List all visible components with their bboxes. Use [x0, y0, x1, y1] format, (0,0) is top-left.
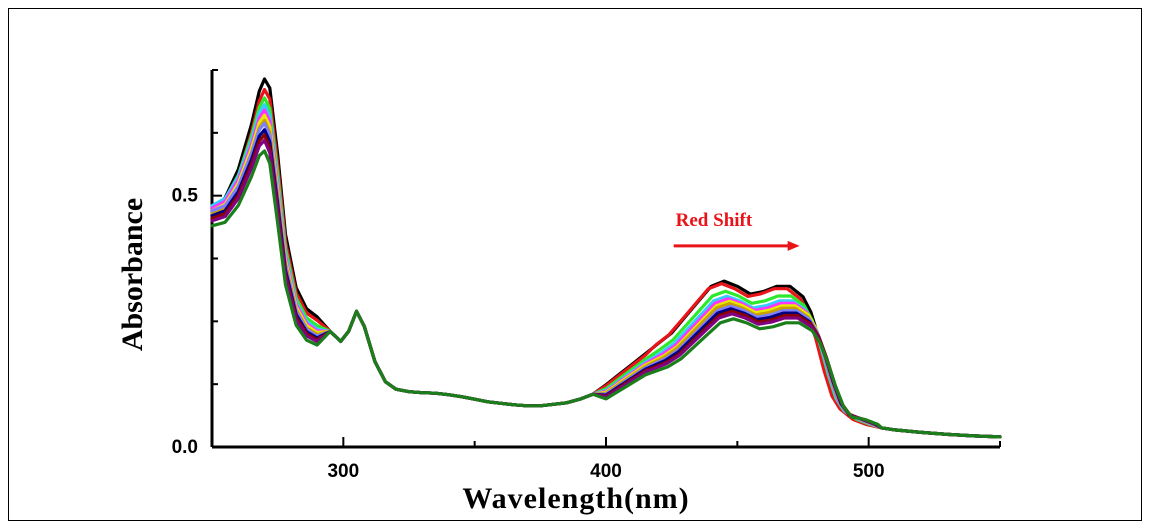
annotation-arrow-head: [787, 240, 800, 251]
x-tick-label: 400: [590, 461, 622, 482]
series-line: [210, 149, 1002, 439]
x-tick-label: 500: [853, 461, 885, 482]
x-axis-label: Wavelength(nm): [462, 482, 689, 515]
annotation-text: Red Shift: [676, 210, 753, 231]
y-tick-label: 0.5: [172, 186, 199, 207]
chart-frame: [8, 8, 1142, 521]
red-shift-annotation: Red Shift: [673, 210, 800, 251]
tick-group: 300 400 500 0.0 0.5: [172, 69, 1001, 482]
x-tick-label: 300: [327, 461, 359, 482]
series-line: [210, 88, 1002, 439]
y-tick-label: 0.0: [172, 437, 198, 458]
y-axis-label: Absorbance: [116, 198, 149, 351]
series-group: [210, 77, 1002, 439]
series-line: [210, 77, 1002, 439]
